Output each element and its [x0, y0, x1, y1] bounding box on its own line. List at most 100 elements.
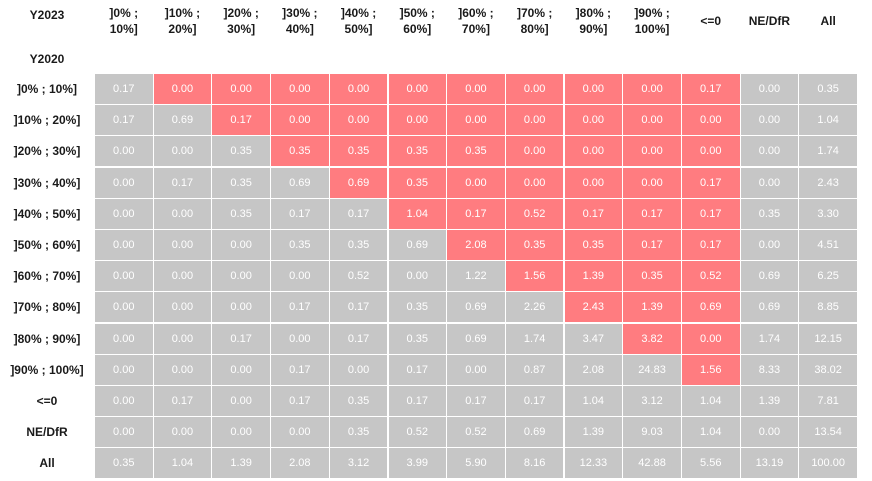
- column-header-line2: 80%]: [520, 22, 549, 36]
- matrix-cell: 3.12: [329, 448, 388, 479]
- matrix-cell: 2.08: [564, 354, 623, 385]
- matrix-cell: 0.00: [271, 261, 329, 292]
- matrix-cell: 2.43: [564, 292, 623, 323]
- matrix-cell: 0.00: [623, 136, 681, 167]
- matrix-cell: 42.88: [623, 448, 681, 479]
- column-header-line2: 20%]: [168, 22, 197, 36]
- column-header-line2: 40%]: [285, 22, 314, 36]
- matrix-cell: 0.00: [271, 323, 329, 354]
- matrix-cell: 0.00: [740, 74, 799, 104]
- matrix-cell: 5.90: [447, 448, 505, 479]
- matrix-cell: 0.17: [682, 167, 740, 198]
- matrix-cell: 8.16: [505, 448, 564, 479]
- matrix-cell: 0.00: [153, 292, 212, 323]
- matrix-cell: 0.00: [564, 105, 623, 136]
- matrix-cell: 0.00: [153, 74, 212, 104]
- matrix-cell: 0.35: [212, 167, 270, 198]
- matrix-cell: 0.17: [623, 198, 681, 229]
- matrix-cell: 0.17: [212, 105, 270, 136]
- matrix-cell: 0.35: [388, 167, 446, 198]
- row-label: ]10% ; 20%]: [13, 113, 81, 128]
- matrix-cell: 0.00: [95, 230, 153, 260]
- matrix-cell: 0.00: [95, 261, 153, 292]
- matrix-cell: 1.22: [447, 261, 505, 292]
- column-header-line1: ]60% ;: [458, 6, 494, 20]
- matrix-cell: 0.00: [740, 105, 799, 136]
- matrix-cell: 9.03: [623, 417, 681, 448]
- matrix-cell: 1.39: [740, 386, 799, 416]
- matrix-cell: 1.04: [564, 386, 623, 416]
- matrix-cell: 0.35: [799, 74, 857, 104]
- matrix-cell: 0.35: [329, 417, 388, 448]
- matrix-cell: 0.69: [740, 261, 799, 292]
- column-header: ]30% ; 40%]: [271, 4, 329, 38]
- column-header: ]10% ; 20%]: [154, 4, 212, 38]
- matrix-cell: 0.00: [682, 105, 740, 136]
- column-header-line1: ]0% ;: [109, 6, 139, 20]
- matrix-cell: 0.52: [388, 417, 446, 448]
- matrix-cell: 0.17: [271, 386, 329, 416]
- row-label: ]0% ; 10%]: [16, 82, 78, 96]
- matrix-cell: 1.56: [505, 261, 564, 292]
- column-header: <=0: [682, 4, 740, 38]
- matrix-cell: 0.00: [505, 136, 564, 167]
- matrix-cell: 0.17: [153, 167, 212, 198]
- matrix-cell: 0.00: [271, 105, 329, 136]
- matrix-cell: 0.17: [623, 230, 681, 260]
- matrix-cell: 12.15: [799, 323, 857, 354]
- column-header-line2: 70%]: [461, 22, 490, 36]
- matrix-cell: 0.17: [329, 323, 388, 354]
- matrix-cell: 0.17: [271, 292, 329, 323]
- matrix-cell: 0.17: [95, 105, 153, 136]
- matrix-cell: 0.00: [212, 261, 270, 292]
- matrix-cell: 0.00: [623, 167, 681, 198]
- matrix-cell: 0.69: [388, 230, 446, 260]
- column-header: All: [799, 4, 857, 38]
- matrix-cell: 1.56: [682, 354, 740, 385]
- matrix-cell: 0.35: [271, 230, 329, 260]
- matrix-cell: 0.00: [95, 198, 153, 229]
- matrix-cell: 0.00: [564, 74, 623, 104]
- matrix-cell: 100.00: [799, 448, 857, 479]
- column-header-line2: 100%]: [634, 22, 670, 36]
- matrix-cell: 0.17: [388, 354, 446, 385]
- matrix-cell: 0.17: [505, 386, 564, 416]
- matrix-cell: 0.17: [271, 198, 329, 229]
- matrix-cell: 0.00: [623, 105, 681, 136]
- column-header-line2: 30%]: [227, 22, 256, 36]
- matrix-cell: 0.00: [505, 167, 564, 198]
- column-header: ]90% ; 100%]: [623, 4, 681, 38]
- matrix-cell: 0.69: [505, 417, 564, 448]
- matrix-cell: 0.00: [740, 136, 799, 167]
- matrix-cell: 0.00: [95, 323, 153, 354]
- matrix-cell: 0.00: [153, 261, 212, 292]
- matrix-cell: 0.00: [564, 136, 623, 167]
- matrix-cell: 0.00: [95, 292, 153, 323]
- column-header-line1: ]90% ;: [634, 6, 670, 20]
- matrix-cell: 0.00: [95, 386, 153, 416]
- matrix-cell: 0.00: [682, 323, 740, 354]
- matrix-cell: 0.00: [212, 354, 270, 385]
- matrix-cell: 0.00: [740, 230, 799, 260]
- matrix-cell: 0.17: [329, 292, 388, 323]
- matrix-cell: 0.35: [329, 136, 388, 167]
- matrix-cell: 0.00: [95, 136, 153, 167]
- column-header-line1: ]10% ;: [164, 6, 201, 20]
- column-header: NE/DfR: [741, 4, 799, 38]
- matrix-cell: 0.17: [153, 386, 212, 416]
- matrix-cell: 1.04: [153, 448, 212, 479]
- column-header: ]40% ; 50%]: [330, 4, 388, 38]
- matrix-cell: 3.99: [388, 448, 446, 479]
- matrix-cell: 0.35: [329, 230, 388, 260]
- matrix-cell: 0.17: [212, 323, 270, 354]
- matrix-cell: 0.69: [271, 167, 329, 198]
- row-label: ]80% ; 90%]: [13, 331, 81, 346]
- matrix-cell: 0.35: [388, 292, 446, 323]
- matrix-cell: 0.35: [212, 198, 270, 229]
- matrix-cell: 7.81: [799, 386, 857, 416]
- matrix-cell: 0.00: [564, 167, 623, 198]
- matrix-cell: 0.00: [153, 136, 212, 167]
- matrix-cell: 0.00: [212, 230, 270, 260]
- matrix-cell: 0.35: [447, 136, 505, 167]
- matrix-cell: 0.00: [95, 417, 153, 448]
